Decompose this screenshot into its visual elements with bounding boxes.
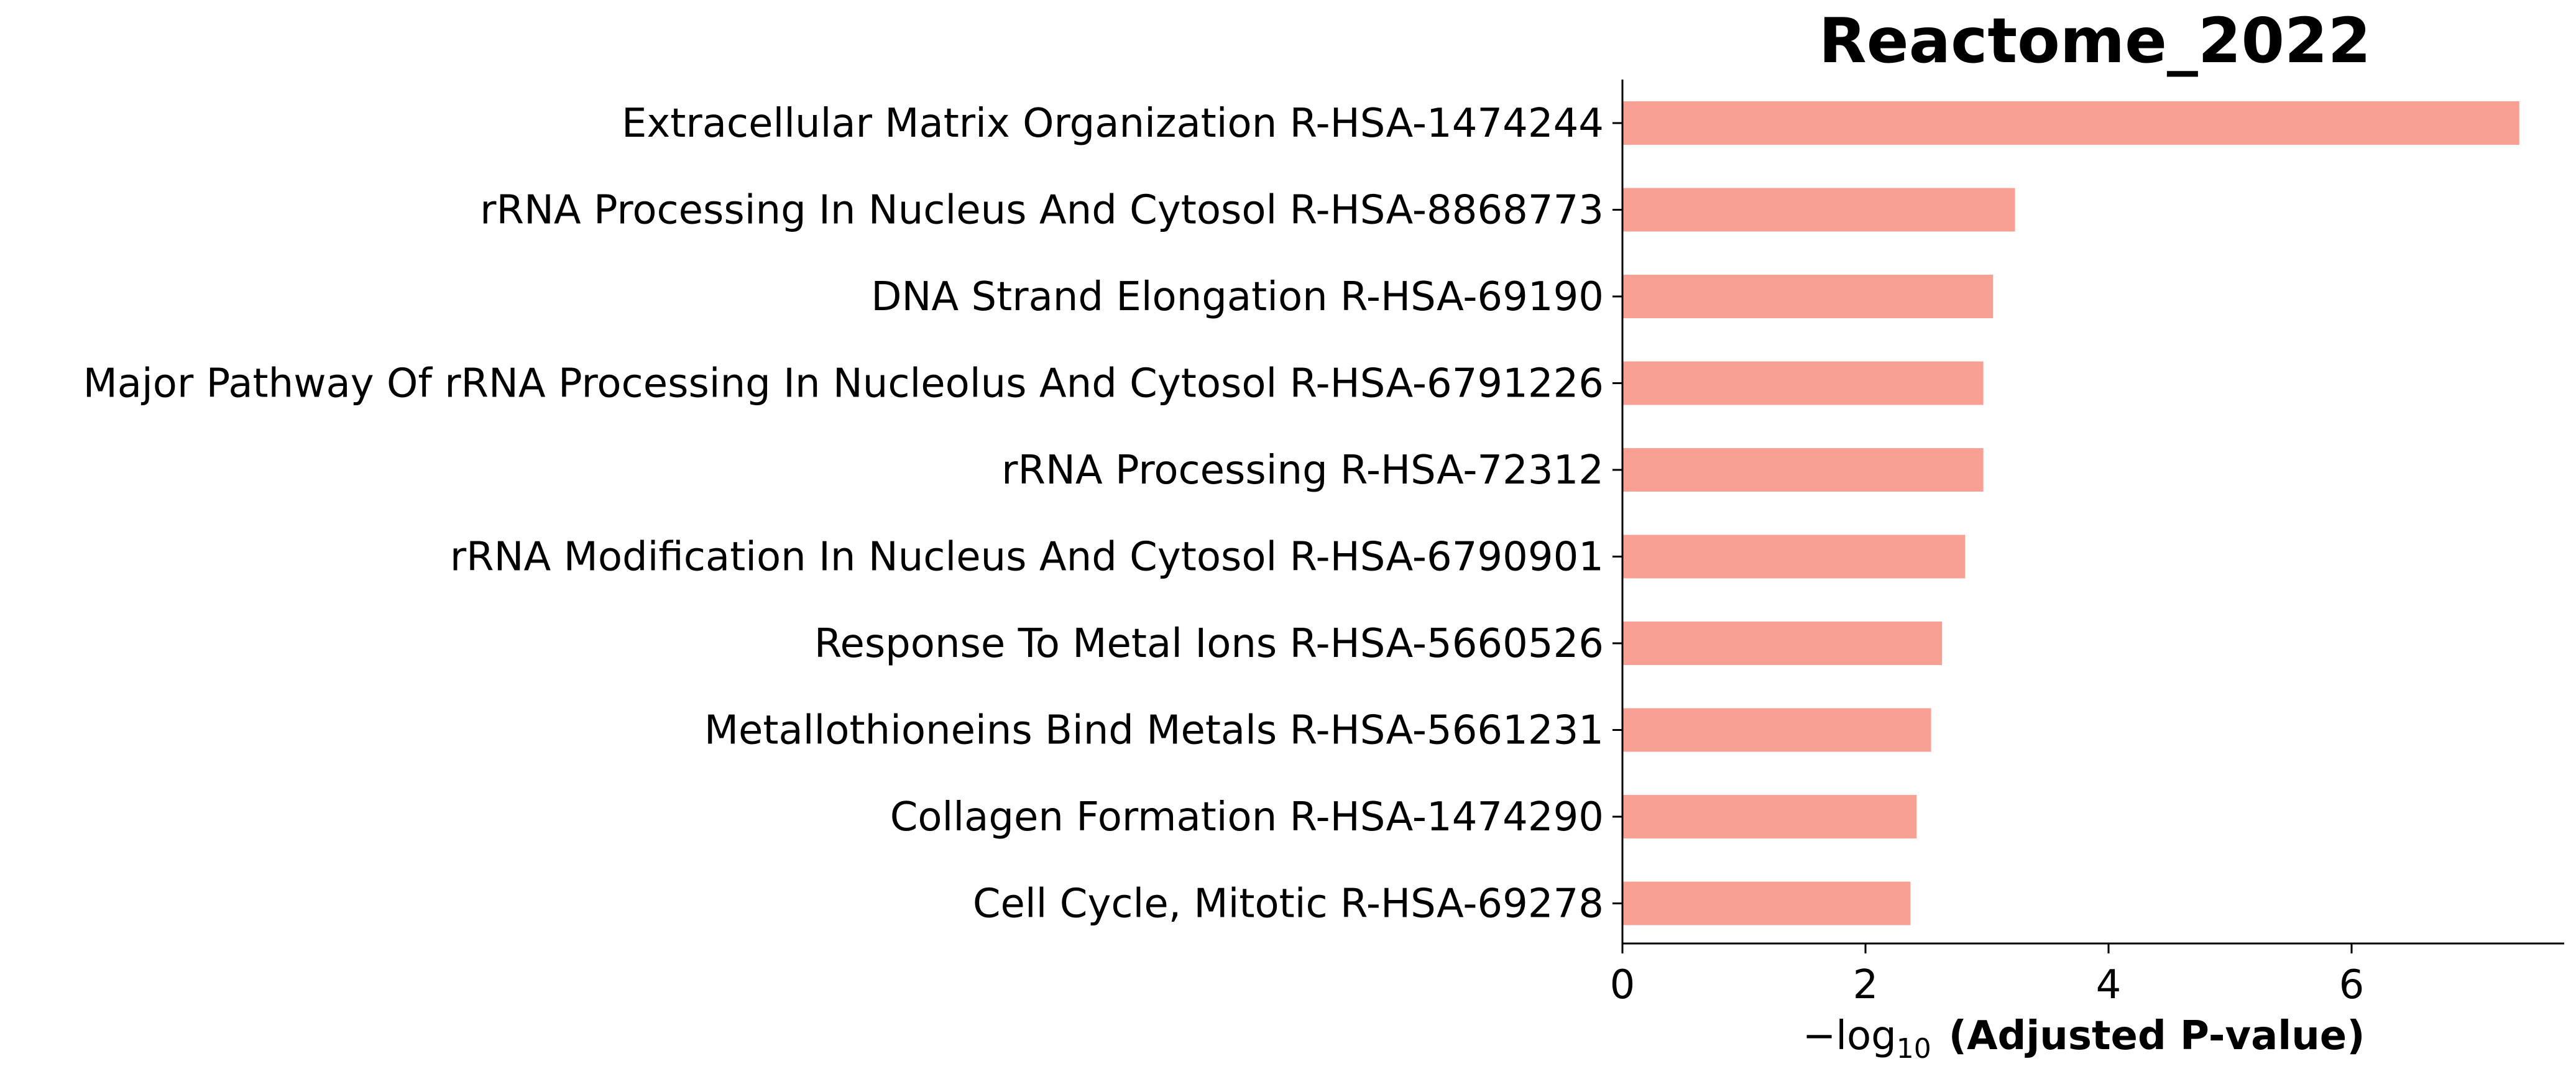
bar [1622, 448, 1984, 492]
x-axis-ticks: 0 2 4 6 [1610, 122, 2365, 1008]
bars-layer [1622, 101, 2519, 925]
category-label: DNA Strand Elongation R-HSA-69190 [871, 274, 1604, 320]
category-label: Extracellular Matrix Organization R-HSA-… [622, 101, 1604, 147]
bar [1622, 881, 1911, 925]
bar [1622, 622, 1943, 665]
bar [1622, 361, 1984, 405]
bar [1622, 275, 1994, 318]
x-axis-label-subscript: 10 [1897, 1033, 1931, 1065]
bar [1622, 101, 2519, 145]
category-label: Cell Cycle, Mitotic R-HSA-69278 [973, 881, 1604, 927]
chart-title: Reactome_2022 [1819, 4, 2371, 77]
category-label: rRNA Processing R-HSA-72312 [1001, 448, 1604, 493]
bar [1622, 708, 1931, 752]
category-label: Major Pathway Of rRNA Processing In Nucl… [83, 361, 1604, 407]
x-tick-label: 6 [2339, 962, 2365, 1008]
bar [1622, 795, 1917, 838]
x-tick-label: 4 [2096, 962, 2122, 1008]
category-label: rRNA Modification In Nucleus And Cytosol… [450, 535, 1604, 581]
x-tick-label: 2 [1853, 962, 1879, 1008]
x-axis-label-main: (Adjusted P-value) [1949, 1013, 2365, 1059]
x-axis-label: −log10 (Adjusted P-value) [1803, 1013, 2365, 1065]
x-tick-label: 0 [1610, 962, 1635, 1008]
category-labels: Extracellular Matrix Organization R-HSA-… [83, 101, 1604, 927]
bar [1622, 188, 2015, 232]
x-axis-label-prefix: −log [1803, 1013, 1897, 1059]
category-label: Metallothioneins Bind Metals R-HSA-56612… [704, 708, 1604, 754]
category-label: rRNA Processing In Nucleus And Cytosol R… [480, 188, 1604, 234]
bar [1622, 535, 1966, 579]
category-label: Response To Metal Ions R-HSA-5660526 [814, 621, 1604, 667]
category-label: Collagen Formation R-HSA-1474290 [890, 794, 1604, 840]
